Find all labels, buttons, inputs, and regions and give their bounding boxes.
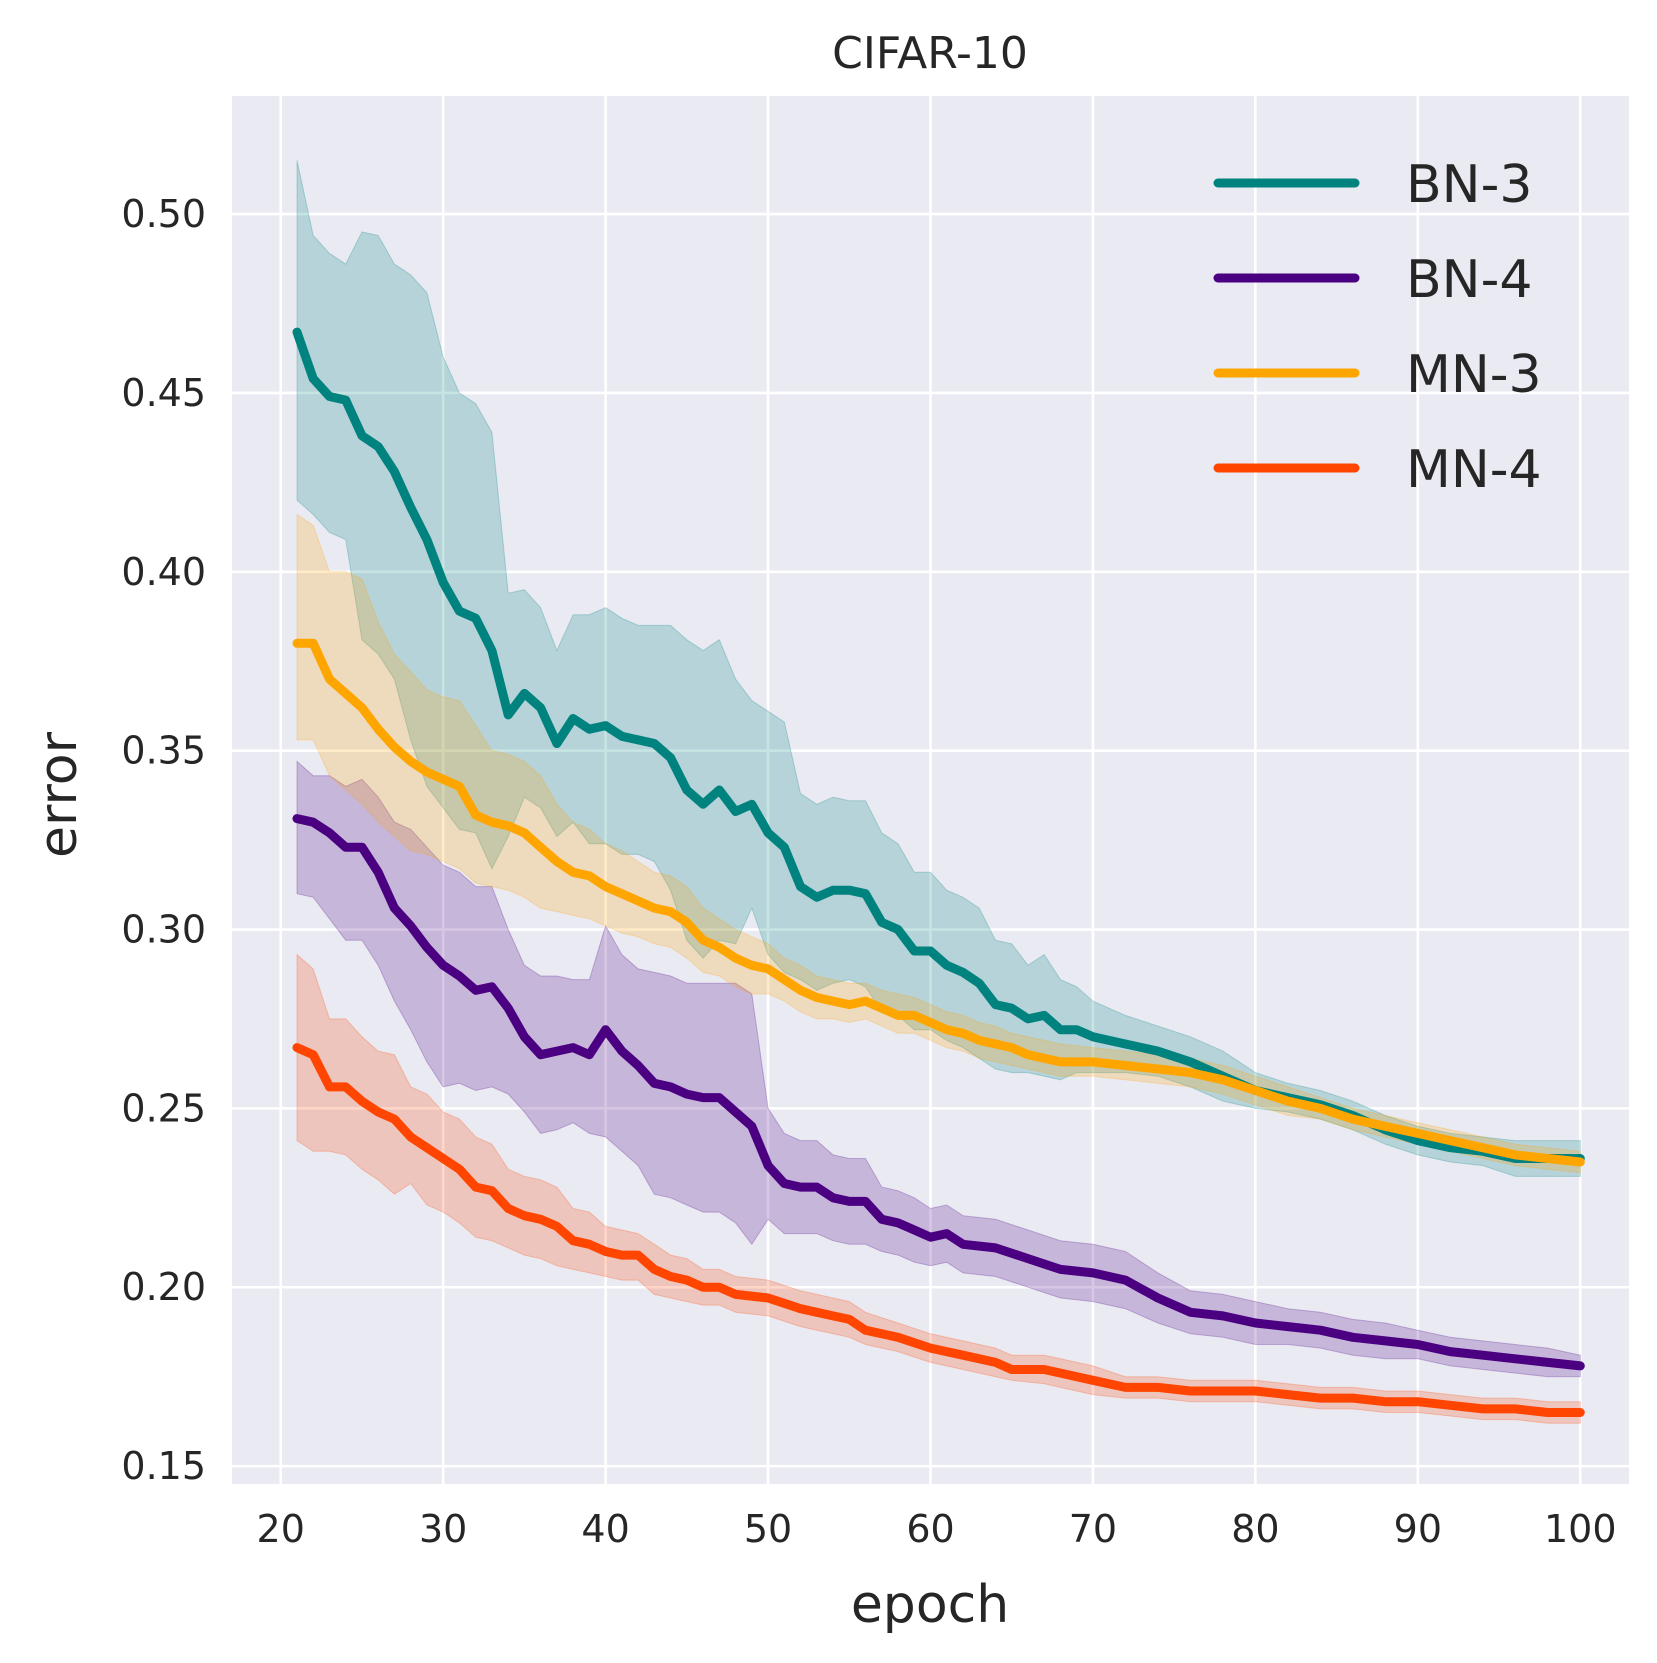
x-tick-label: 90 xyxy=(1394,1507,1442,1551)
x-tick-label: 20 xyxy=(257,1507,305,1551)
band-bn-3 xyxy=(296,160,1581,1177)
x-tick-labels: 20 30 40 50 60 70 80 90 100 xyxy=(257,1507,1617,1551)
confidence-bands xyxy=(296,160,1581,1424)
legend-label-mn-3: MN-3 xyxy=(1406,345,1542,405)
legend: BN-3 BN-4 MN-3 MN-4 xyxy=(1213,155,1542,500)
line-mn-4 xyxy=(292,1043,1585,1417)
legend-label-mn-4: MN-4 xyxy=(1406,440,1542,500)
y-tick-labels: 0.15 0.20 0.25 0.30 0.35 0.40 0.45 0.50 xyxy=(121,192,206,1488)
y-axis-label: error xyxy=(29,731,89,858)
line-mn-3 xyxy=(292,638,1585,1167)
line-bn-4 xyxy=(292,814,1585,1371)
band-mn-3 xyxy=(296,513,1581,1174)
y-tick-label: 0.40 xyxy=(121,550,206,594)
y-tick-label: 0.25 xyxy=(121,1086,206,1130)
y-tick-label: 0.50 xyxy=(121,192,206,236)
chart-title: CIFAR-10 xyxy=(832,28,1028,79)
x-tick-label: 40 xyxy=(581,1507,629,1551)
legend-label-bn-4: BN-4 xyxy=(1406,250,1532,310)
x-tick-label: 30 xyxy=(419,1507,467,1551)
grid xyxy=(232,96,1629,1484)
series-lines xyxy=(292,327,1585,1417)
y-tick-label: 0.45 xyxy=(121,371,206,415)
x-tick-label: 70 xyxy=(1069,1507,1117,1551)
y-tick-label: 0.20 xyxy=(121,1265,206,1309)
y-tick-label: 0.30 xyxy=(121,908,206,952)
y-tick-label: 0.15 xyxy=(121,1444,206,1488)
x-tick-label: 50 xyxy=(744,1507,792,1551)
x-tick-label: 80 xyxy=(1231,1507,1279,1551)
band-mn-4 xyxy=(296,953,1581,1424)
y-tick-label: 0.35 xyxy=(121,729,206,773)
x-tick-label: 60 xyxy=(906,1507,954,1551)
band-bn-4 xyxy=(296,760,1581,1378)
legend-label-bn-3: BN-3 xyxy=(1406,155,1532,215)
x-axis-label: epoch xyxy=(851,1575,1009,1635)
x-tick-label: 100 xyxy=(1544,1507,1617,1551)
